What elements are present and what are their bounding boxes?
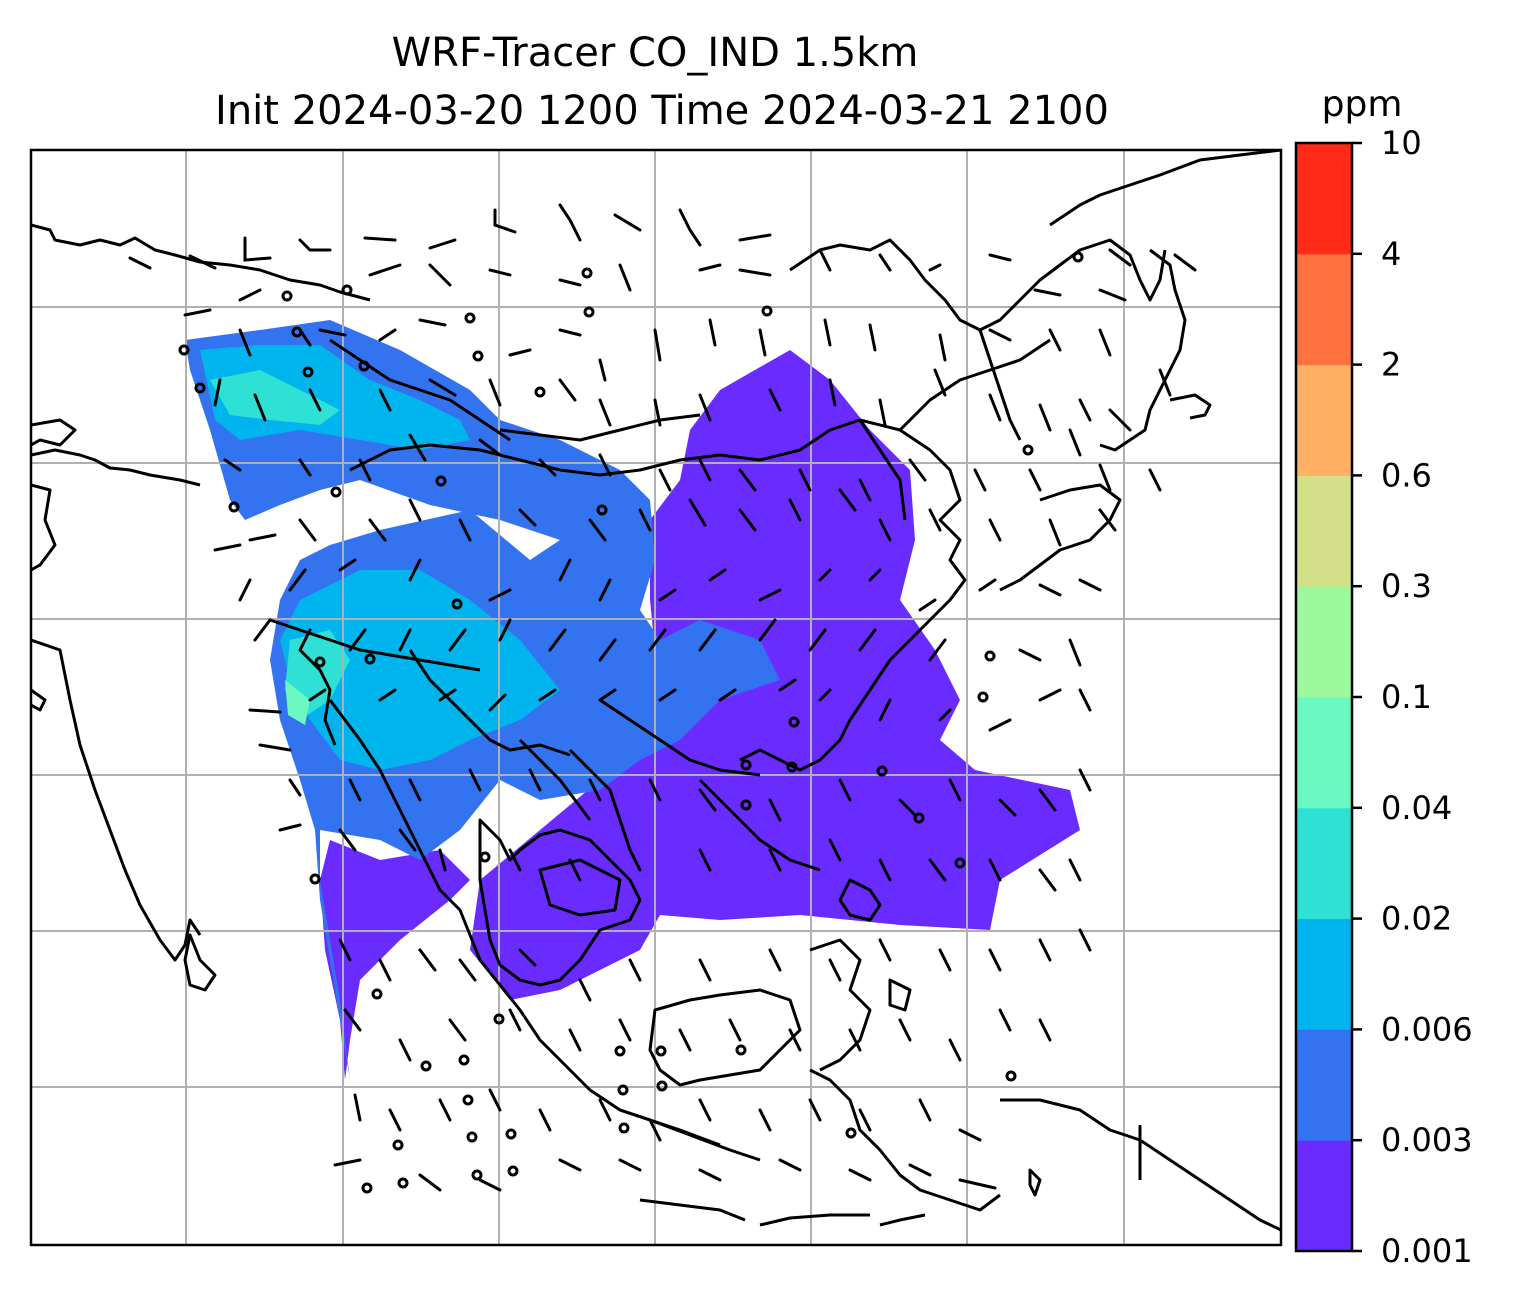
colorbar-frame (1294, 141, 1354, 1253)
colorbar-tick-label: 0.006 (1381, 1010, 1473, 1048)
colorbar: ppm 0.001 0.003 0.006 0.02 0.04 0.1 0.3 0.6 2 4 10 (1294, 84, 1473, 1270)
gridlines (31, 150, 1281, 1245)
colorbar-segments (1296, 143, 1352, 1252)
colorbar-tick-label: 0.1 (1381, 678, 1432, 716)
title-line-1: WRF-Tracer CO_IND 1.5km (392, 30, 919, 76)
colorbar-segment (1296, 697, 1352, 809)
colorbar-segment (1296, 364, 1352, 476)
map-frame (29, 148, 1283, 1247)
colorbar-segment (1296, 1029, 1352, 1141)
colorbar-segment (1296, 475, 1352, 587)
colorbar-tick-label: 0.04 (1381, 789, 1452, 827)
colorbar-ticks: 0.001 0.003 0.006 0.02 0.04 0.1 0.3 0.6 2 4 10 (1352, 124, 1473, 1270)
colorbar-segment (1296, 143, 1352, 255)
title-line-2: Init 2024-03-20 1200 Time 2024-03-21 210… (215, 88, 1109, 134)
tracer-region-level-6 (210, 370, 340, 425)
colorbar-tick-label: 0.003 (1381, 1121, 1473, 1159)
colorbar-segment (1296, 807, 1352, 920)
colorbar-tick-label: 10 (1381, 124, 1422, 162)
colorbar-tick-label: 0.6 (1381, 456, 1432, 494)
map-panel (31, 150, 1281, 1245)
wind-barbs (128, 203, 1197, 1192)
colorbar-tick-label: 0.3 (1381, 567, 1432, 605)
colorbar-segment (1296, 586, 1352, 698)
colorbar-segment (1296, 253, 1352, 366)
colorbar-segment (1296, 1140, 1352, 1252)
colorbar-unit: ppm (1322, 84, 1403, 125)
colorbar-segment (1296, 918, 1352, 1030)
tracer-region-level-2 (320, 840, 470, 1080)
colorbar-tick-label: 4 (1381, 235, 1401, 273)
colorbar-tick-label: 0.02 (1381, 900, 1452, 938)
colorbar-tick-label: 2 (1381, 346, 1401, 384)
tracer-region-level-4 (200, 345, 470, 450)
calm-wind-circles (178, 251, 1084, 1194)
tracer-region-level-8 (285, 680, 310, 725)
colorbar-tick-label: 0.001 (1381, 1232, 1473, 1270)
